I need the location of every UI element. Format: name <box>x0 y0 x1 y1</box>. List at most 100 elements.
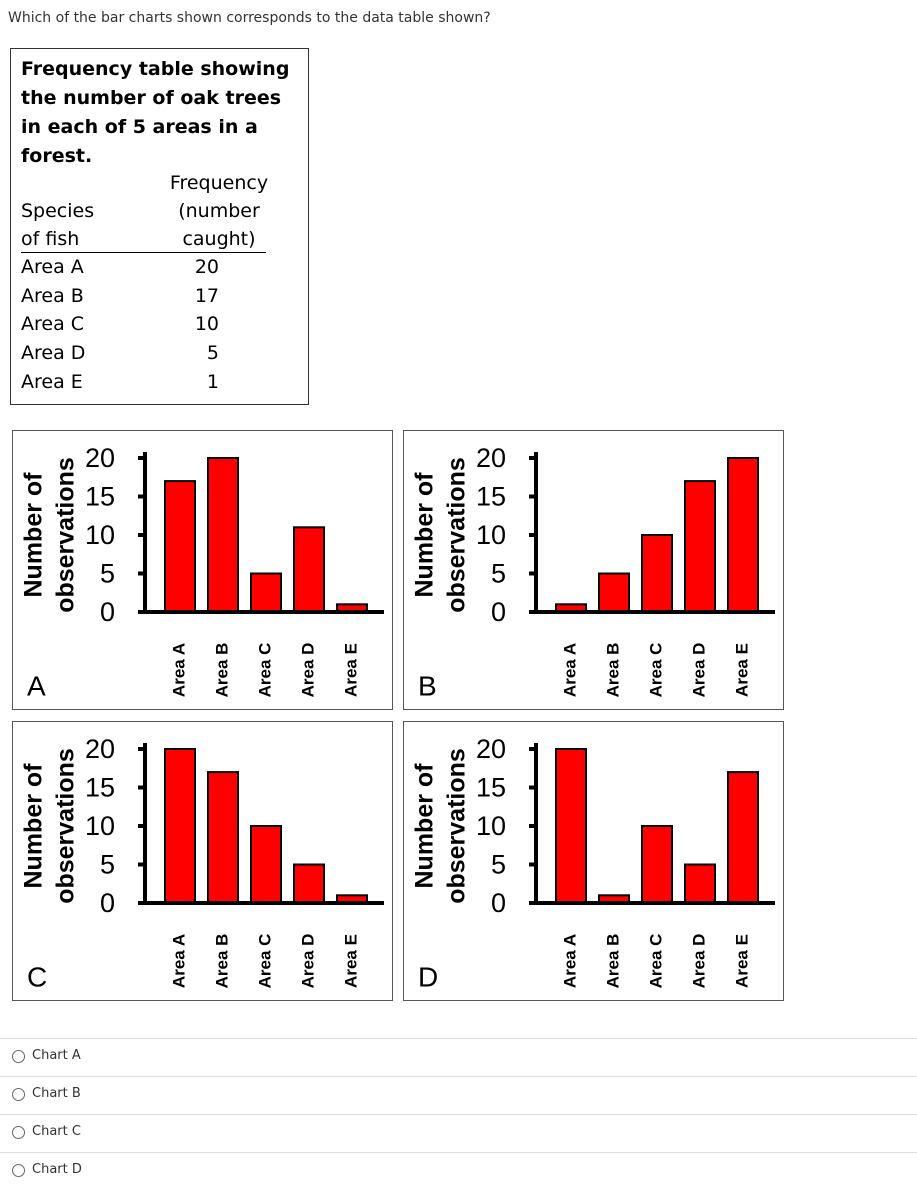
chart-frame <box>403 721 784 1001</box>
x-tick-label: Area D <box>298 934 317 989</box>
bar <box>684 863 716 904</box>
bar <box>293 863 325 904</box>
frequency-table: Frequency table showing the number of oa… <box>10 48 309 405</box>
table-title: Frequency table showing the number of oa… <box>21 58 290 167</box>
chart-frame <box>403 430 784 710</box>
radio-button[interactable] <box>12 1088 25 1101</box>
y-tick-label: 0 <box>491 597 506 627</box>
row-label: Area C <box>21 313 85 336</box>
x-tick-label: Area B <box>212 934 231 989</box>
x-tick-label: Area A <box>169 934 188 988</box>
y-axis-label: Number of <box>20 763 48 889</box>
y-tick-label: 10 <box>476 811 506 841</box>
y-tick-label: 15 <box>85 482 115 512</box>
option-label: Chart B <box>32 1086 81 1101</box>
x-tick-label: Area C <box>646 934 665 989</box>
row-label: Area D <box>21 342 86 365</box>
x-tick-label: Area E <box>732 934 751 988</box>
chart-frame <box>12 721 393 1001</box>
answer-option[interactable]: Chart D <box>0 1152 917 1191</box>
y-tick-label: 5 <box>491 559 506 589</box>
header-rule <box>21 252 266 253</box>
option-label: Chart C <box>32 1124 81 1139</box>
x-tick-label: Area B <box>603 934 622 989</box>
y-tick-label: 5 <box>100 850 115 880</box>
bar <box>641 534 673 613</box>
y-tick-label: 20 <box>85 443 115 473</box>
bar <box>207 771 239 904</box>
x-tick-label: Area C <box>255 934 274 989</box>
y-tick-label: 0 <box>100 888 115 918</box>
y-tick-label: 15 <box>476 482 506 512</box>
x-tick-label: Area D <box>298 643 317 698</box>
y-tick-label: 0 <box>100 597 115 627</box>
y-tick-label: 20 <box>476 443 506 473</box>
bar-chart: Number of observations 0 5 10 15 20 Area A Area … <box>403 721 784 1001</box>
x-tick-label: Area A <box>169 643 188 697</box>
bar <box>250 572 282 613</box>
bar-chart: Number of observations 0 5 10 15 20 Area A Area … <box>12 721 393 1001</box>
bar <box>684 480 716 613</box>
row-value: 1 <box>206 370 219 393</box>
x-tick-label: Area A <box>560 643 579 697</box>
x-tick-label: Area C <box>255 643 274 698</box>
column-header: Frequency (number caught) <box>169 172 269 250</box>
y-tick-label: 5 <box>100 559 115 589</box>
answer-option[interactable]: Chart B <box>0 1076 917 1115</box>
chart-letter: C <box>27 961 47 992</box>
radio-button[interactable] <box>12 1126 25 1139</box>
y-tick-label: 10 <box>476 520 506 550</box>
bar-chart: Number of observations 0 5 10 15 20 Area A Area … <box>12 430 393 710</box>
row-label: Area B <box>21 284 84 307</box>
y-tick-label: 15 <box>85 773 115 803</box>
y-axis-label: observations <box>52 457 80 613</box>
chart-letter: D <box>418 961 438 992</box>
x-tick-label: Area A <box>560 934 579 988</box>
y-axis-label: observations <box>52 748 80 904</box>
y-tick-label: 15 <box>476 773 506 803</box>
bar <box>641 825 673 904</box>
row-label: Area A <box>21 256 84 278</box>
bar <box>250 825 282 904</box>
bar <box>207 457 239 613</box>
answer-option[interactable]: Chart C <box>0 1114 917 1153</box>
question-text: Which of the bar charts shown correspond… <box>8 10 491 26</box>
chart-frame <box>12 430 393 710</box>
y-axis-label: observations <box>443 457 471 613</box>
bar <box>598 572 630 613</box>
y-axis-label: Number of <box>20 472 48 598</box>
y-tick-label: 20 <box>476 734 506 764</box>
bar-chart: Number of observations 0 5 10 15 20 Area A Area … <box>403 430 784 710</box>
x-tick-label: Area D <box>689 643 708 698</box>
y-axis-label: Number of <box>411 472 439 598</box>
chart-letter: B <box>418 670 437 701</box>
option-label: Chart A <box>32 1048 81 1063</box>
y-axis-label: Number of <box>411 763 439 889</box>
y-tick-label: 0 <box>491 888 506 918</box>
y-tick-label: 10 <box>85 811 115 841</box>
answer-option[interactable]: Chart A <box>0 1038 917 1077</box>
bar <box>164 480 196 613</box>
row-value: 17 <box>194 284 219 307</box>
bar <box>727 771 759 904</box>
y-tick-label: 20 <box>85 734 115 764</box>
row-value: 5 <box>206 342 219 365</box>
chart-letter: A <box>27 670 46 701</box>
x-tick-label: Area B <box>603 643 622 698</box>
row-label: Area E <box>21 370 83 393</box>
y-tick-label: 5 <box>491 850 506 880</box>
bar <box>727 457 759 613</box>
x-tick-label: Area E <box>341 643 360 697</box>
x-tick-label: Area C <box>646 643 665 698</box>
x-tick-label: Area D <box>689 934 708 989</box>
bar <box>164 748 196 904</box>
y-tick-label: 10 <box>85 520 115 550</box>
y-axis-label: observations <box>443 748 471 904</box>
radio-button[interactable] <box>12 1164 25 1177</box>
column-header: Species of fish <box>21 200 95 250</box>
row-value: 10 <box>194 313 219 336</box>
radio-button[interactable] <box>12 1050 25 1063</box>
option-label: Chart D <box>32 1162 82 1177</box>
x-tick-label: Area B <box>212 643 231 698</box>
